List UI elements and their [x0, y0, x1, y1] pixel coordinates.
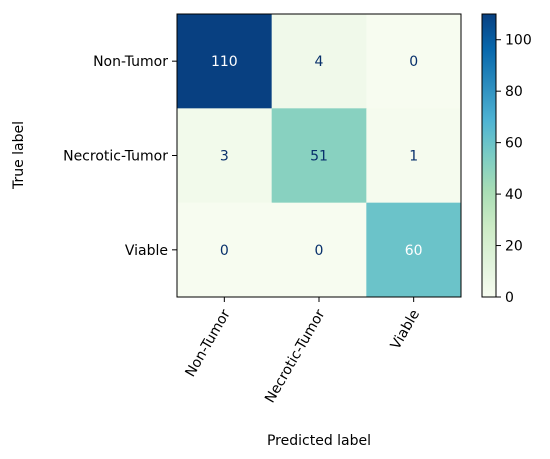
cell-value-label: 3 [220, 149, 229, 165]
x-tick-label: Viable [388, 307, 423, 352]
cell-value-label: 51 [310, 149, 328, 165]
x-tick-label: Necrotic-Tumor [262, 307, 328, 406]
cell-value-label: 4 [315, 54, 324, 70]
matrix-cell [271, 202, 367, 298]
colorbar-tick-label: 0 [505, 290, 514, 306]
colorbar-gradient [481, 13, 497, 298]
cell-value-label: 1 [409, 149, 418, 165]
colorbar-ticks: 0 20 40 60 80 100 [496, 33, 532, 306]
colorbar-tick-label: 20 [505, 239, 523, 255]
matrix-cell [366, 14, 462, 109]
y-tick-label: Necrotic-Tumor [63, 149, 168, 165]
matrix-cell [271, 14, 367, 109]
matrix-cells: 110 4 0 3 51 1 0 0 60 [177, 14, 462, 298]
y-tick-label: Viable [125, 243, 168, 259]
colorbar-tick-label: 100 [505, 33, 532, 49]
x-ticks: Non-Tumor Necrotic-Tumor Viable [182, 297, 423, 406]
matrix-cell [366, 108, 462, 204]
matrix-cell [271, 108, 367, 204]
x-axis-label: Predicted label [267, 433, 371, 449]
cell-value-label: 60 [405, 243, 423, 259]
cell-value-label: 0 [220, 243, 229, 259]
colorbar-tick-label: 80 [505, 84, 523, 100]
matrix-cell [177, 202, 273, 298]
colorbar: 0 20 40 60 80 100 [481, 13, 532, 306]
y-axis-label: True label [11, 121, 27, 190]
matrix-cell [366, 202, 462, 298]
cell-value-label: 0 [409, 54, 418, 70]
colorbar-tick-label: 40 [505, 187, 523, 203]
y-tick-label: Non-Tumor [93, 54, 168, 70]
matrix-cell [177, 108, 273, 204]
colorbar-tick-label: 60 [505, 136, 523, 152]
y-ticks: Non-Tumor Necrotic-Tumor Viable [63, 54, 177, 259]
cell-value-label: 110 [211, 54, 238, 70]
cell-value-label: 0 [315, 243, 324, 259]
x-tick-label: Non-Tumor [182, 307, 233, 380]
matrix-cell [177, 14, 273, 109]
